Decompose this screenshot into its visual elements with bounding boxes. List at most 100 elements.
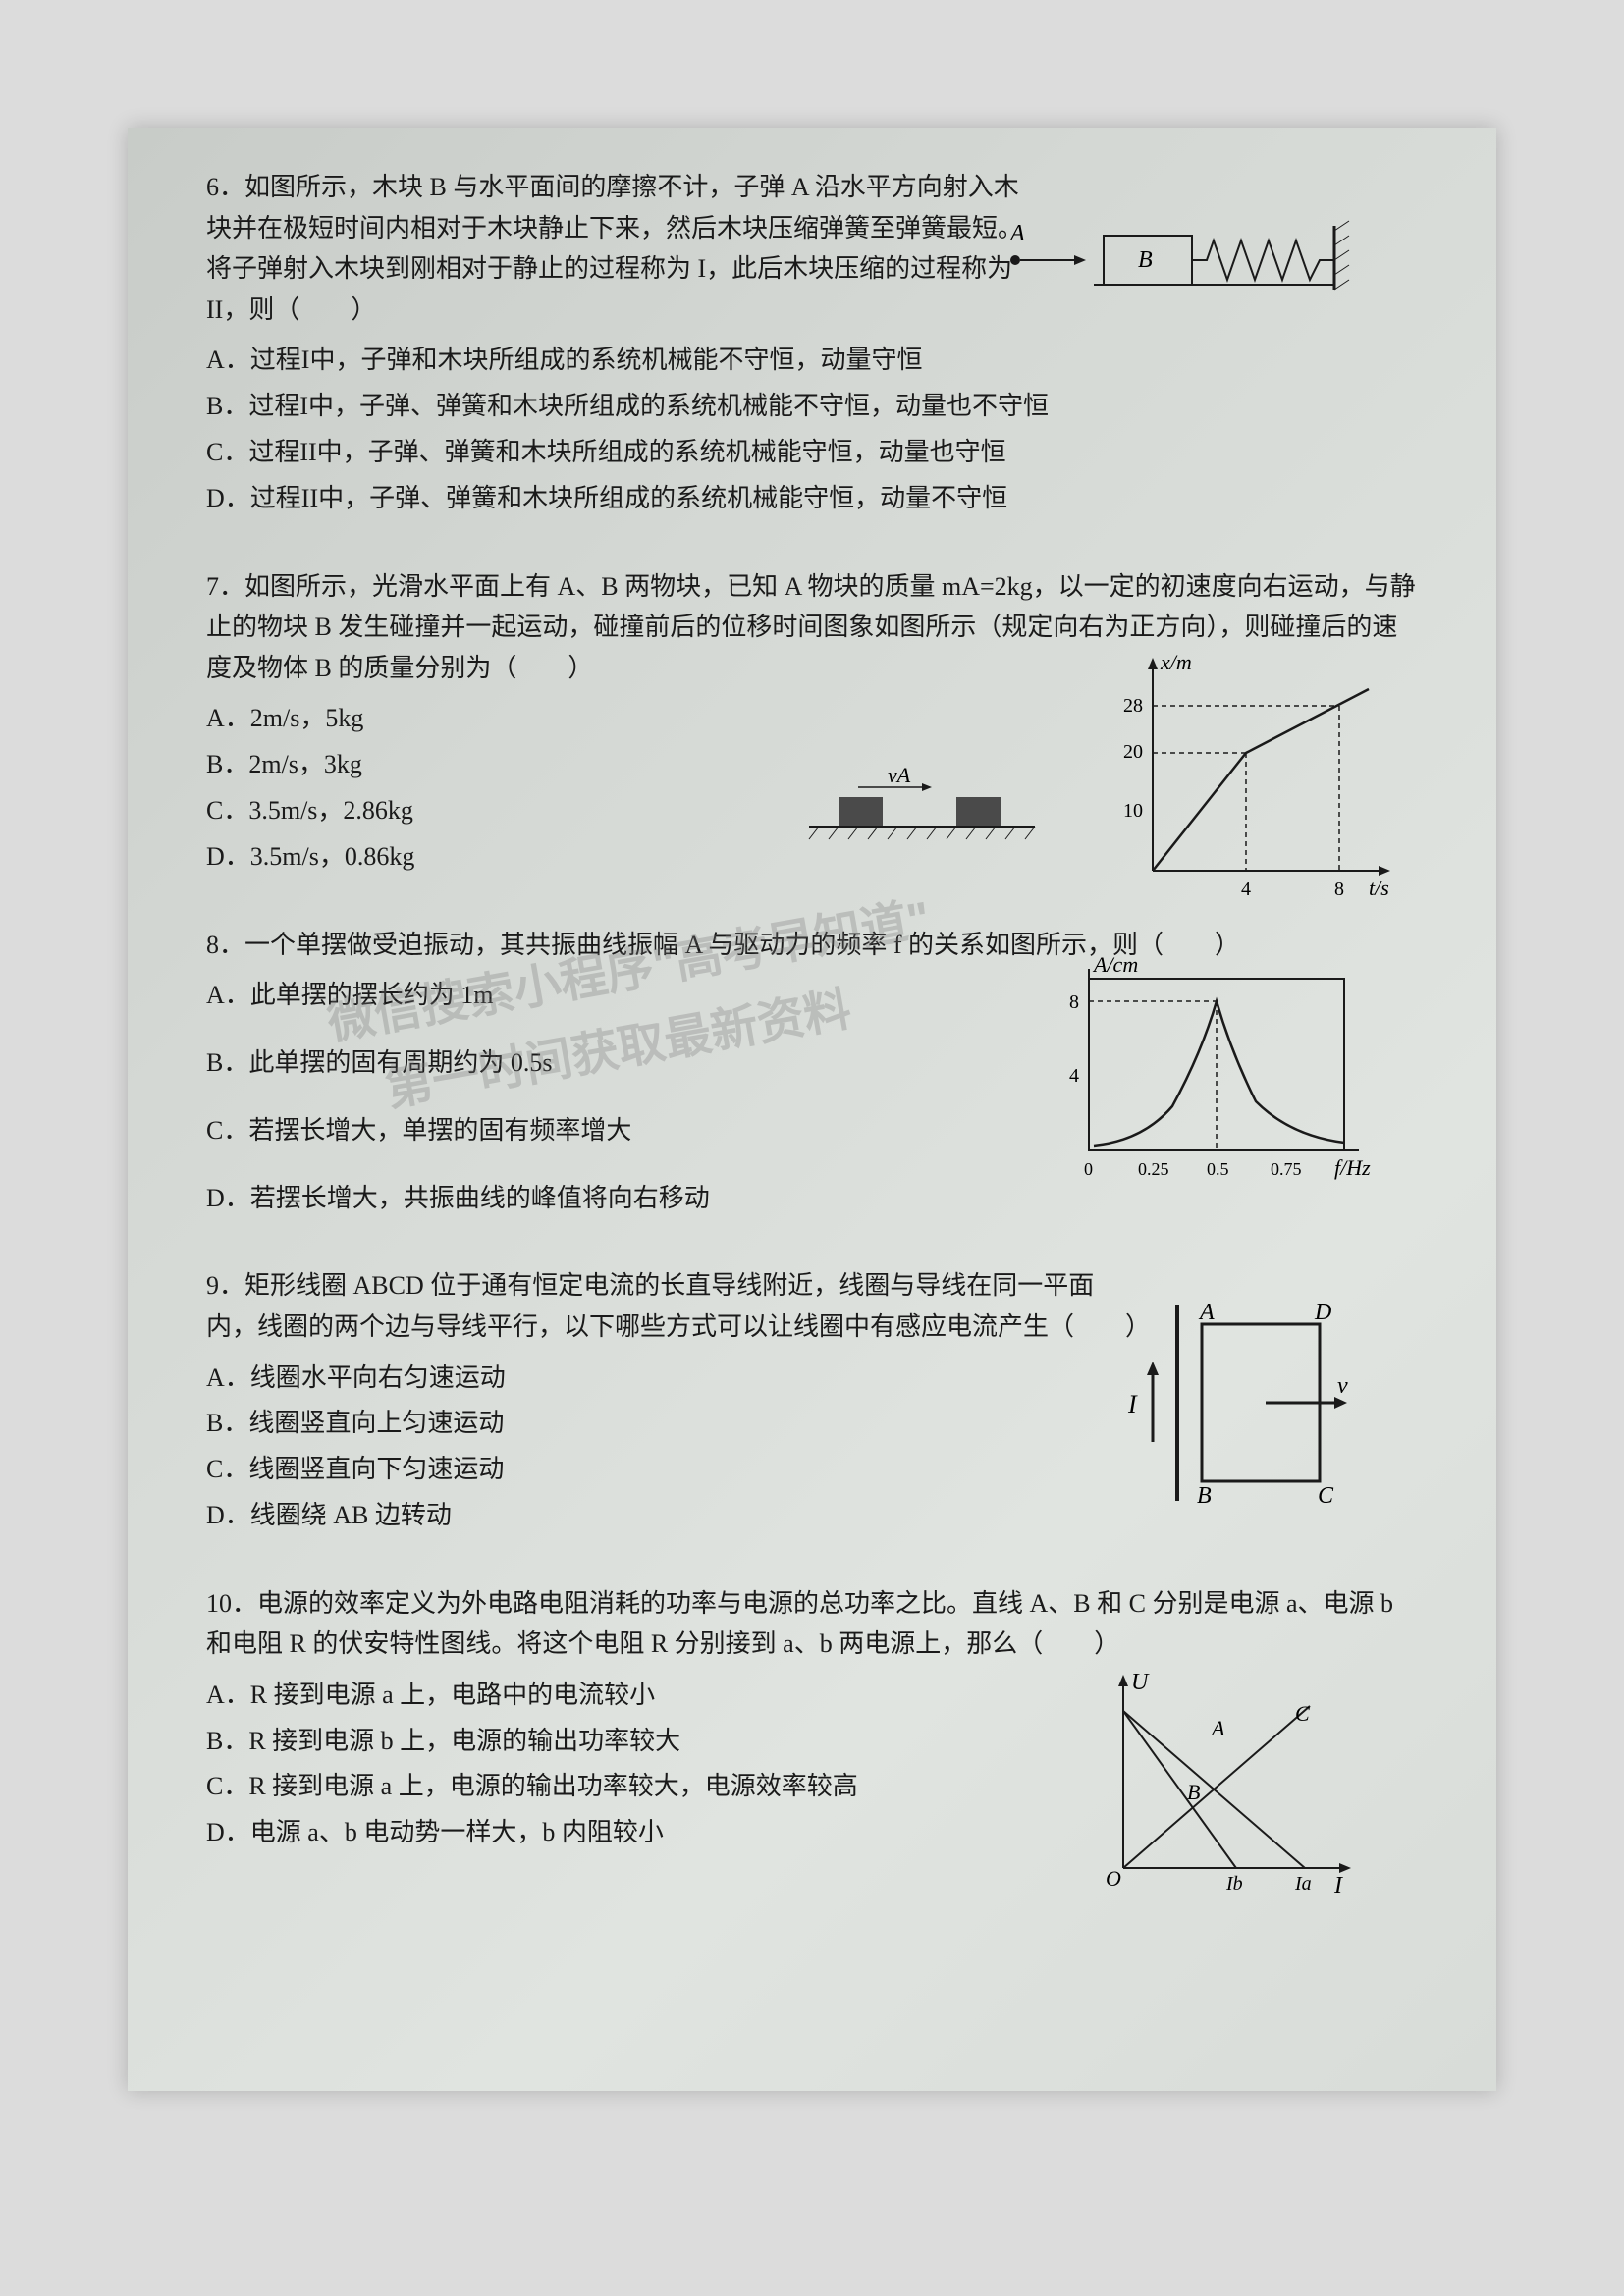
q9-number: 9． — [206, 1271, 244, 1300]
question-9: 9．矩形线圈 ABCD 位于通有恒定电流的长直导线附近，线圈与导线在同一平面内，… — [206, 1265, 1418, 1538]
xtick: 0 — [1084, 1159, 1093, 1179]
opt-text: 3.5m/s，0.86kg — [250, 842, 415, 871]
q8-option-a: A．此单摆的摆长约为 1m — [206, 973, 1045, 1019]
xlabel: f/Hz — [1334, 1155, 1371, 1180]
current-label: I — [1127, 1390, 1138, 1418]
opt-label: D． — [206, 484, 250, 512]
origin: O — [1106, 1866, 1121, 1891]
opt-text: 2m/s，5kg — [250, 704, 364, 732]
opt-text: 过程II中，子弹、弹簧和木块所组成的系统机械能守恒，动量不守恒 — [250, 484, 1007, 512]
xtick: 0.5 — [1207, 1159, 1229, 1179]
opt-text: R 接到电源 b 上，电源的输出功率较大 — [248, 1727, 680, 1755]
opt-label: B． — [206, 392, 248, 420]
line-a-label: A — [1210, 1716, 1225, 1740]
q6-option-c: C．过程II中，子弹、弹簧和木块所组成的系统机械能守恒，动量也守恒 — [206, 430, 1418, 476]
ytick: 20 — [1123, 741, 1143, 763]
velocity-label: v — [1337, 1373, 1348, 1399]
ylabel: A/cm — [1092, 954, 1138, 977]
q7-option-a: A．2m/s，5kg — [206, 696, 1084, 742]
opt-label: B． — [206, 750, 248, 778]
opt-text: 3.5m/s，2.86kg — [248, 796, 413, 825]
block-label: B — [1138, 247, 1153, 273]
opt-label: D． — [206, 1184, 250, 1212]
xlabel: I — [1333, 1873, 1343, 1897]
ytick: 10 — [1123, 800, 1143, 822]
opt-label: D． — [206, 1501, 250, 1529]
xtick: 4 — [1241, 879, 1251, 900]
question-10: 10．电源的效率定义为外电路电阻消耗的功率与电源的总功率之比。直线 A、B 和 … — [206, 1583, 1418, 1856]
opt-text: 此单摆的摆长约为 1m — [250, 981, 494, 1009]
q10-stem: 10．电源的效率定义为外电路电阻消耗的功率与电源的总功率之比。直线 A、B 和 … — [206, 1583, 1418, 1665]
q6-diagram: A B — [1005, 216, 1379, 294]
q7-blocks-diagram: vA — [799, 763, 1045, 841]
opt-text: 线圈竖直向下匀速运动 — [248, 1455, 504, 1483]
opt-label: D． — [206, 842, 250, 871]
q10-graph: U I O A B C Ib Ia — [1084, 1672, 1359, 1897]
corner-a: A — [1198, 1300, 1215, 1325]
opt-text: 此单摆的固有周期约为 0.5s — [248, 1048, 552, 1077]
xtick-ib: Ib — [1225, 1873, 1243, 1895]
opt-label: B． — [206, 1727, 248, 1755]
exam-page: 6．如图所示，木块 B 与水平面间的摩擦不计，子弹 A 沿水平方向射入木块并在极… — [128, 128, 1496, 2091]
opt-label: A． — [206, 1681, 250, 1709]
q6-text: 如图所示，木块 B 与水平面间的摩擦不计，子弹 A 沿水平方向射入木块并在极短时… — [206, 173, 1023, 324]
opt-label: C． — [206, 1116, 248, 1145]
opt-text: 若摆长增大，单摆的固有频率增大 — [248, 1116, 631, 1145]
line-b-label: B — [1187, 1780, 1200, 1804]
corner-c: C — [1318, 1483, 1334, 1509]
q10-option-a: A．R 接到电源 a 上，电路中的电流较小 — [206, 1673, 1104, 1719]
q8-option-d: D．若摆长增大，共振曲线的峰值将向右移动 — [206, 1176, 1045, 1222]
opt-label: A． — [206, 1363, 250, 1392]
question-8: 8．一个单摆做受迫振动，其共振曲线振幅 A 与驱动力的频率 f 的关系如图所示，… — [206, 925, 1418, 1222]
opt-text: R 接到电源 a 上，电源的输出功率较大，电源效率较高 — [248, 1772, 857, 1800]
ylabel: U — [1131, 1672, 1150, 1695]
opt-label: B． — [206, 1409, 248, 1437]
opt-text: 2m/s，3kg — [248, 750, 362, 778]
bullet-label: A — [1008, 221, 1025, 246]
opt-text: 线圈绕 AB 边转动 — [250, 1501, 452, 1529]
q8-option-c: C．若摆长增大，单摆的固有频率增大 — [206, 1108, 1045, 1154]
q9-text: 矩形线圈 ABCD 位于通有恒定电流的长直导线附近，线圈与导线在同一平面内，线圈… — [206, 1271, 1151, 1341]
q8-number: 8． — [206, 931, 244, 959]
opt-text: 电源 a、b 电动势一样大，b 内阻较小 — [250, 1818, 664, 1846]
question-7: 7．如图所示，光滑水平面上有 A、B 两物块，已知 A 物块的质量 mA=2kg… — [206, 566, 1418, 881]
q7-number: 7． — [206, 572, 244, 601]
opt-label: A． — [206, 981, 250, 1009]
opt-label: B． — [206, 1048, 248, 1077]
q8-graph: A/cm f/Hz 4 8 0 0.25 0.5 0.75 — [1045, 954, 1379, 1190]
line-c-label: C — [1295, 1701, 1310, 1726]
q10-option-b: B．R 接到电源 b 上，电源的输出功率较大 — [206, 1719, 1104, 1765]
opt-label: D． — [206, 1818, 250, 1846]
opt-label: C． — [206, 1772, 248, 1800]
q8-option-b: B．此单摆的固有周期约为 0.5s — [206, 1041, 1045, 1087]
xtick: 0.25 — [1138, 1159, 1169, 1179]
corner-d: D — [1314, 1300, 1331, 1325]
xlabel: t/s — [1369, 876, 1389, 900]
question-6: 6．如图所示，木块 B 与水平面间的摩擦不计，子弹 A 沿水平方向射入木块并在极… — [206, 167, 1418, 522]
q10-option-c: C．R 接到电源 a 上，电源的输出功率较大，电源效率较高 — [206, 1764, 1104, 1810]
xtick-ia: Ia — [1294, 1873, 1312, 1895]
opt-text: 线圈竖直向上匀速运动 — [248, 1409, 504, 1437]
q6-option-b: B．过程I中，子弹、弹簧和木块所组成的系统机械能不守恒，动量也不守恒 — [206, 384, 1418, 430]
ytick: 4 — [1069, 1065, 1079, 1087]
q10-text: 电源的效率定义为外电路电阻消耗的功率与电源的总功率之比。直线 A、B 和 C 分… — [206, 1589, 1393, 1659]
opt-label: C． — [206, 796, 248, 825]
opt-label: A． — [206, 346, 250, 374]
q10-option-d: D．电源 a、b 电动势一样大，b 内阻较小 — [206, 1810, 1104, 1856]
opt-text: 过程I中，子弹和木块所组成的系统机械能不守恒，动量守恒 — [250, 346, 923, 374]
xtick: 0.75 — [1271, 1159, 1302, 1179]
opt-label: C． — [206, 1455, 248, 1483]
corner-b: B — [1197, 1483, 1212, 1509]
velocity-label: vA — [888, 763, 911, 787]
ylabel: x/m — [1160, 655, 1192, 674]
opt-text: 若摆长增大，共振曲线的峰值将向右移动 — [250, 1184, 710, 1212]
opt-text: 线圈水平向右匀速运动 — [250, 1363, 506, 1392]
opt-text: 过程I中，子弹、弹簧和木块所组成的系统机械能不守恒，动量也不守恒 — [248, 392, 1049, 420]
q7-graph: x/m t/s 10 20 28 4 8 — [1104, 655, 1398, 900]
q9-diagram: I A D B C v — [1123, 1295, 1359, 1511]
opt-label: C． — [206, 438, 248, 466]
q10-number: 10． — [206, 1589, 257, 1618]
opt-text: 过程II中，子弹、弹簧和木块所组成的系统机械能守恒，动量也守恒 — [248, 438, 1005, 466]
opt-label: A． — [206, 704, 250, 732]
q6-option-a: A．过程I中，子弹和木块所组成的系统机械能不守恒，动量守恒 — [206, 338, 1418, 384]
